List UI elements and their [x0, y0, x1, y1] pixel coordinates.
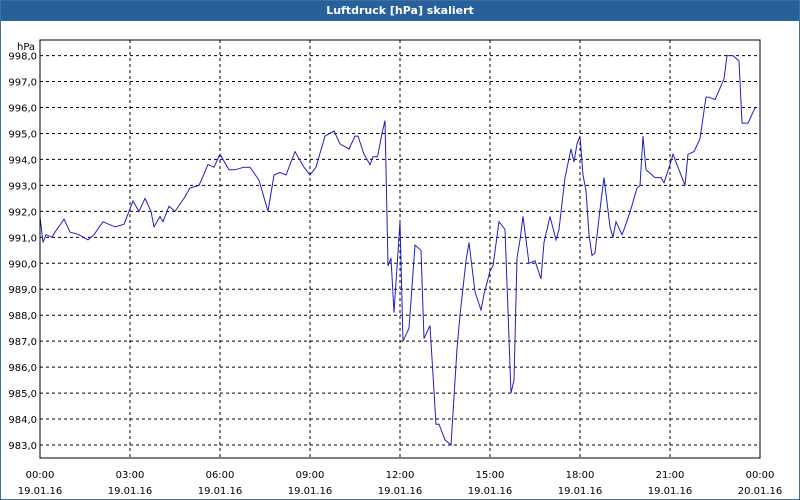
y-tick-label: 996,0 [8, 104, 37, 115]
y-tick-label: 998,0 [8, 52, 37, 63]
x-tick-time: 09:00 [296, 470, 325, 481]
y-axis-ticks: 983,0 984,0 985,0 986,0 987,0 988,0 989,0 990,0… [8, 52, 37, 452]
x-tick-time: 06:00 [206, 470, 235, 481]
x-tick-date: 19.01.16 [558, 486, 603, 497]
grid [40, 40, 760, 458]
x-tick-date: 20.01.16 [738, 486, 783, 497]
x-tick-date: 19.01.16 [648, 486, 693, 497]
x-tick-date: 19.01.16 [18, 486, 63, 497]
x-tick-date: 19.01.16 [468, 486, 513, 497]
x-tick-date: 19.01.16 [198, 486, 243, 497]
y-tick-label: 997,0 [8, 78, 37, 89]
y-tick-label: 984,0 [8, 415, 37, 426]
series-line [39, 55, 756, 447]
x-axis-ticks: 00:00 19.01.16 03:00 19.01.16 06:00 19.01.16 0… [18, 470, 783, 497]
x-tick-time: 21:00 [656, 470, 685, 481]
y-tick-label: 986,0 [8, 363, 37, 374]
x-tick-time: 03:00 [116, 470, 145, 481]
chart-title: Luftdruck [hPa] skaliert [1, 1, 799, 21]
x-tick-date: 19.01.16 [108, 486, 153, 497]
y-tick-label: 995,0 [8, 129, 37, 140]
y-tick-label: 994,0 [8, 155, 37, 166]
y-tick-label: 983,0 [8, 441, 37, 452]
x-tick-time: 12:00 [386, 470, 415, 481]
plot-border [39, 39, 761, 459]
y-tick-label: 989,0 [8, 285, 37, 296]
x-tick-time: 18:00 [566, 470, 595, 481]
y-tick-label: 985,0 [8, 389, 37, 400]
x-tick-date: 19.01.16 [288, 486, 333, 497]
x-tick-time: 00:00 [26, 470, 55, 481]
y-tick-label: 987,0 [8, 337, 37, 348]
y-tick-label: 990,0 [8, 259, 37, 270]
y-axis-label: hPa [17, 42, 35, 53]
x-tick-time: 15:00 [476, 470, 505, 481]
y-tick-label: 988,0 [8, 311, 37, 322]
y-tick-label: 992,0 [8, 207, 37, 218]
y-tick-label: 993,0 [8, 181, 37, 192]
x-tick-time: 00:00 [746, 470, 775, 481]
x-tick-date: 19.01.16 [378, 486, 423, 497]
y-tick-label: 991,0 [8, 233, 37, 244]
